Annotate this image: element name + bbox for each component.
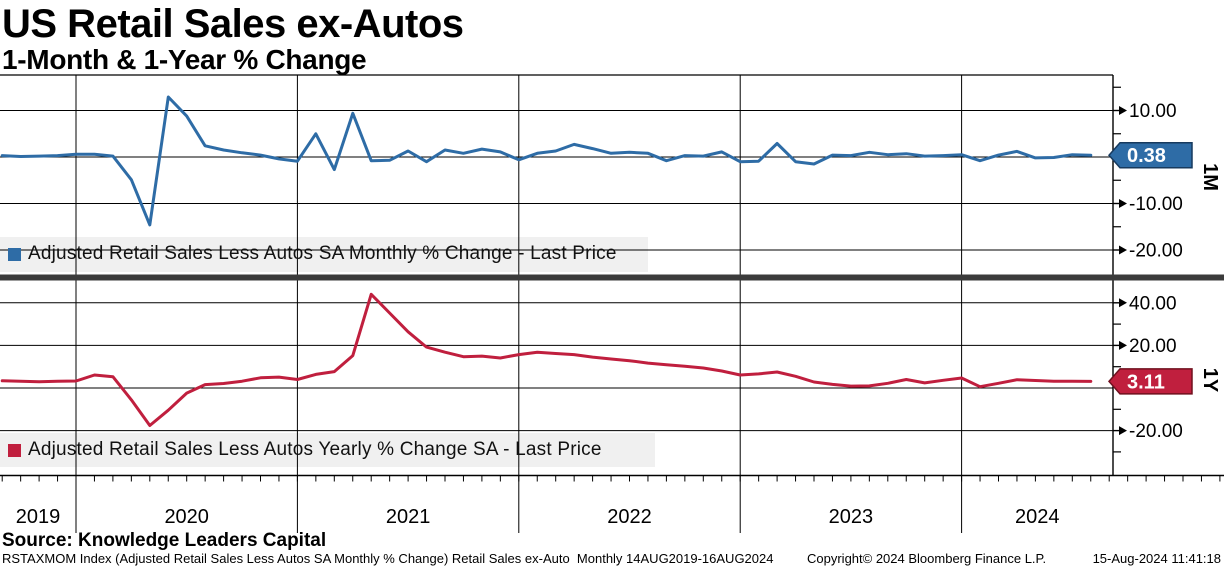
- chart-svg: 10.00 -10.00 -20.00 0.38 1M 40.00 20.00 -20.00 3…: [0, 74, 1224, 533]
- footer-copyright: Copyright© 2024 Bloomberg Finance L.P.: [807, 551, 1047, 566]
- panel-separator: [0, 274, 1224, 281]
- page-subtitle: 1-Month & 1-Year % Change: [2, 44, 367, 75]
- y-tick-arrow-icon: [1119, 426, 1127, 436]
- x-year-label: 2024: [1015, 506, 1060, 528]
- panel-axis-label: 1Y: [1199, 368, 1221, 393]
- y-tick-label: -20.00: [1129, 241, 1183, 262]
- y-tick-arrow-icon: [1119, 340, 1127, 350]
- y-tick-label: -20.00: [1129, 421, 1183, 442]
- x-year-label: 2022: [607, 506, 652, 528]
- y-tick-arrow-icon: [1119, 298, 1127, 308]
- last-price-marker: [1108, 368, 1193, 395]
- chart-canvas[interactable]: 10.00 -10.00 -20.00 0.38 1M 40.00 20.00 -20.00 3…: [0, 0, 1224, 540]
- x-year-label: 2021: [386, 506, 431, 528]
- legend-background: [0, 433, 655, 467]
- legend-swatch-blue-icon: [8, 247, 21, 261]
- x-year-label: 2019: [16, 506, 61, 528]
- footer-timestamp: 15-Aug-2024 11:41:18: [1092, 551, 1221, 566]
- panel-axis-label: 1M: [1199, 163, 1221, 191]
- source-line: Source: Knowledge Leaders Capital: [2, 530, 327, 551]
- last-price-marker: [1108, 141, 1193, 169]
- y-tick-arrow-icon: [1119, 245, 1127, 255]
- y-tick-label: 10.00: [1129, 101, 1177, 122]
- last-price-value: 0.38: [1127, 145, 1166, 167]
- y-tick-label: 40.00: [1129, 293, 1177, 314]
- page-title: US Retail Sales ex-Autos: [2, 2, 464, 46]
- y-tick-arrow-icon: [1119, 199, 1127, 208]
- x-year-label: 2023: [829, 506, 874, 528]
- legend-background: [0, 237, 648, 272]
- x-year-label: 2020: [164, 506, 209, 528]
- legend-swatch-red-icon: [8, 443, 21, 457]
- last-price-value: 3.11: [1127, 371, 1165, 393]
- legend-label: Adjusted Retail Sales Less Autos Yearly …: [28, 439, 602, 460]
- y-tick-arrow-icon: [1119, 106, 1127, 115]
- y-tick-label: 20.00: [1129, 336, 1177, 357]
- y-tick-label: -10.00: [1129, 194, 1183, 215]
- legend-label: Adjusted Retail Sales Less Autos SA Mont…: [28, 243, 617, 264]
- footer-security-info: RSTAXMOM Index (Adjusted Retail Sales Le…: [2, 551, 774, 566]
- legend-item-yearly[interactable]: Adjusted Retail Sales Less Autos Yearly …: [8, 439, 602, 461]
- yearly-change-line: [0, 292, 1093, 427]
- monthly-change-line: [0, 95, 1093, 227]
- legend-item-monthly[interactable]: Adjusted Retail Sales Less Autos SA Mont…: [8, 243, 617, 265]
